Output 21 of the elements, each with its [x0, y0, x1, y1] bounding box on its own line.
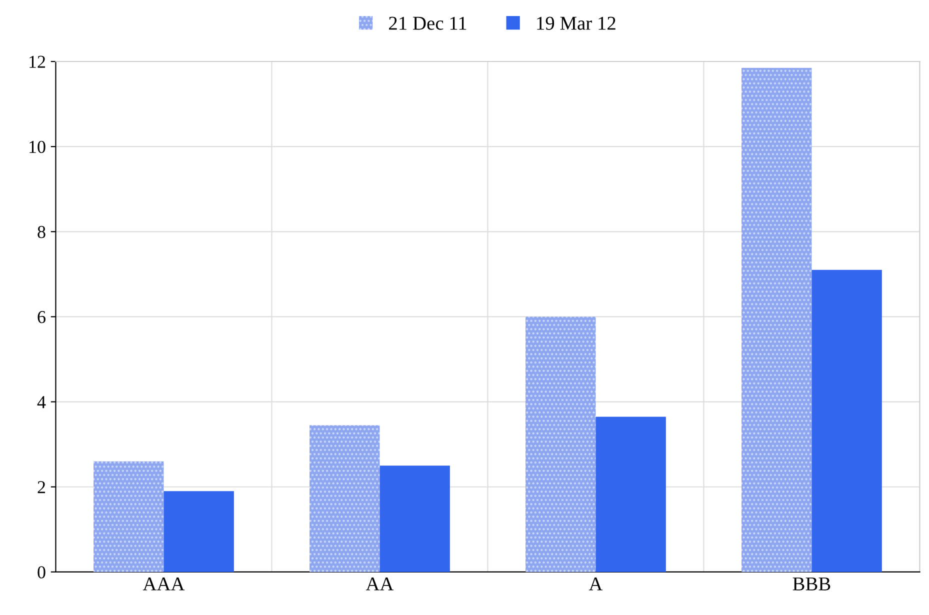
bar	[742, 68, 812, 572]
bar	[812, 270, 882, 572]
legend-label: 21 Dec 11	[389, 16, 466, 30]
bar	[526, 316, 596, 572]
y-tick-label: 0	[38, 566, 46, 578]
x-tick-label: A	[588, 577, 603, 590]
y-tick-label: 8	[38, 226, 46, 238]
bar	[164, 491, 234, 572]
bar	[380, 466, 450, 572]
bar	[310, 425, 380, 572]
y-tick-label: 4	[37, 396, 46, 408]
y-tick-label: 12	[30, 56, 46, 68]
y-tick-label: 10	[30, 140, 46, 154]
x-tick-label: BBB	[792, 578, 830, 590]
legend-label: 19 Mar 12	[537, 16, 616, 30]
y-tick-label: 2	[38, 481, 46, 494]
x-tick-label: AA	[366, 577, 394, 590]
x-tick-label: AAA	[142, 577, 185, 590]
bar	[596, 416, 666, 572]
bar	[94, 461, 164, 572]
y-tick-label: 6	[38, 311, 46, 324]
